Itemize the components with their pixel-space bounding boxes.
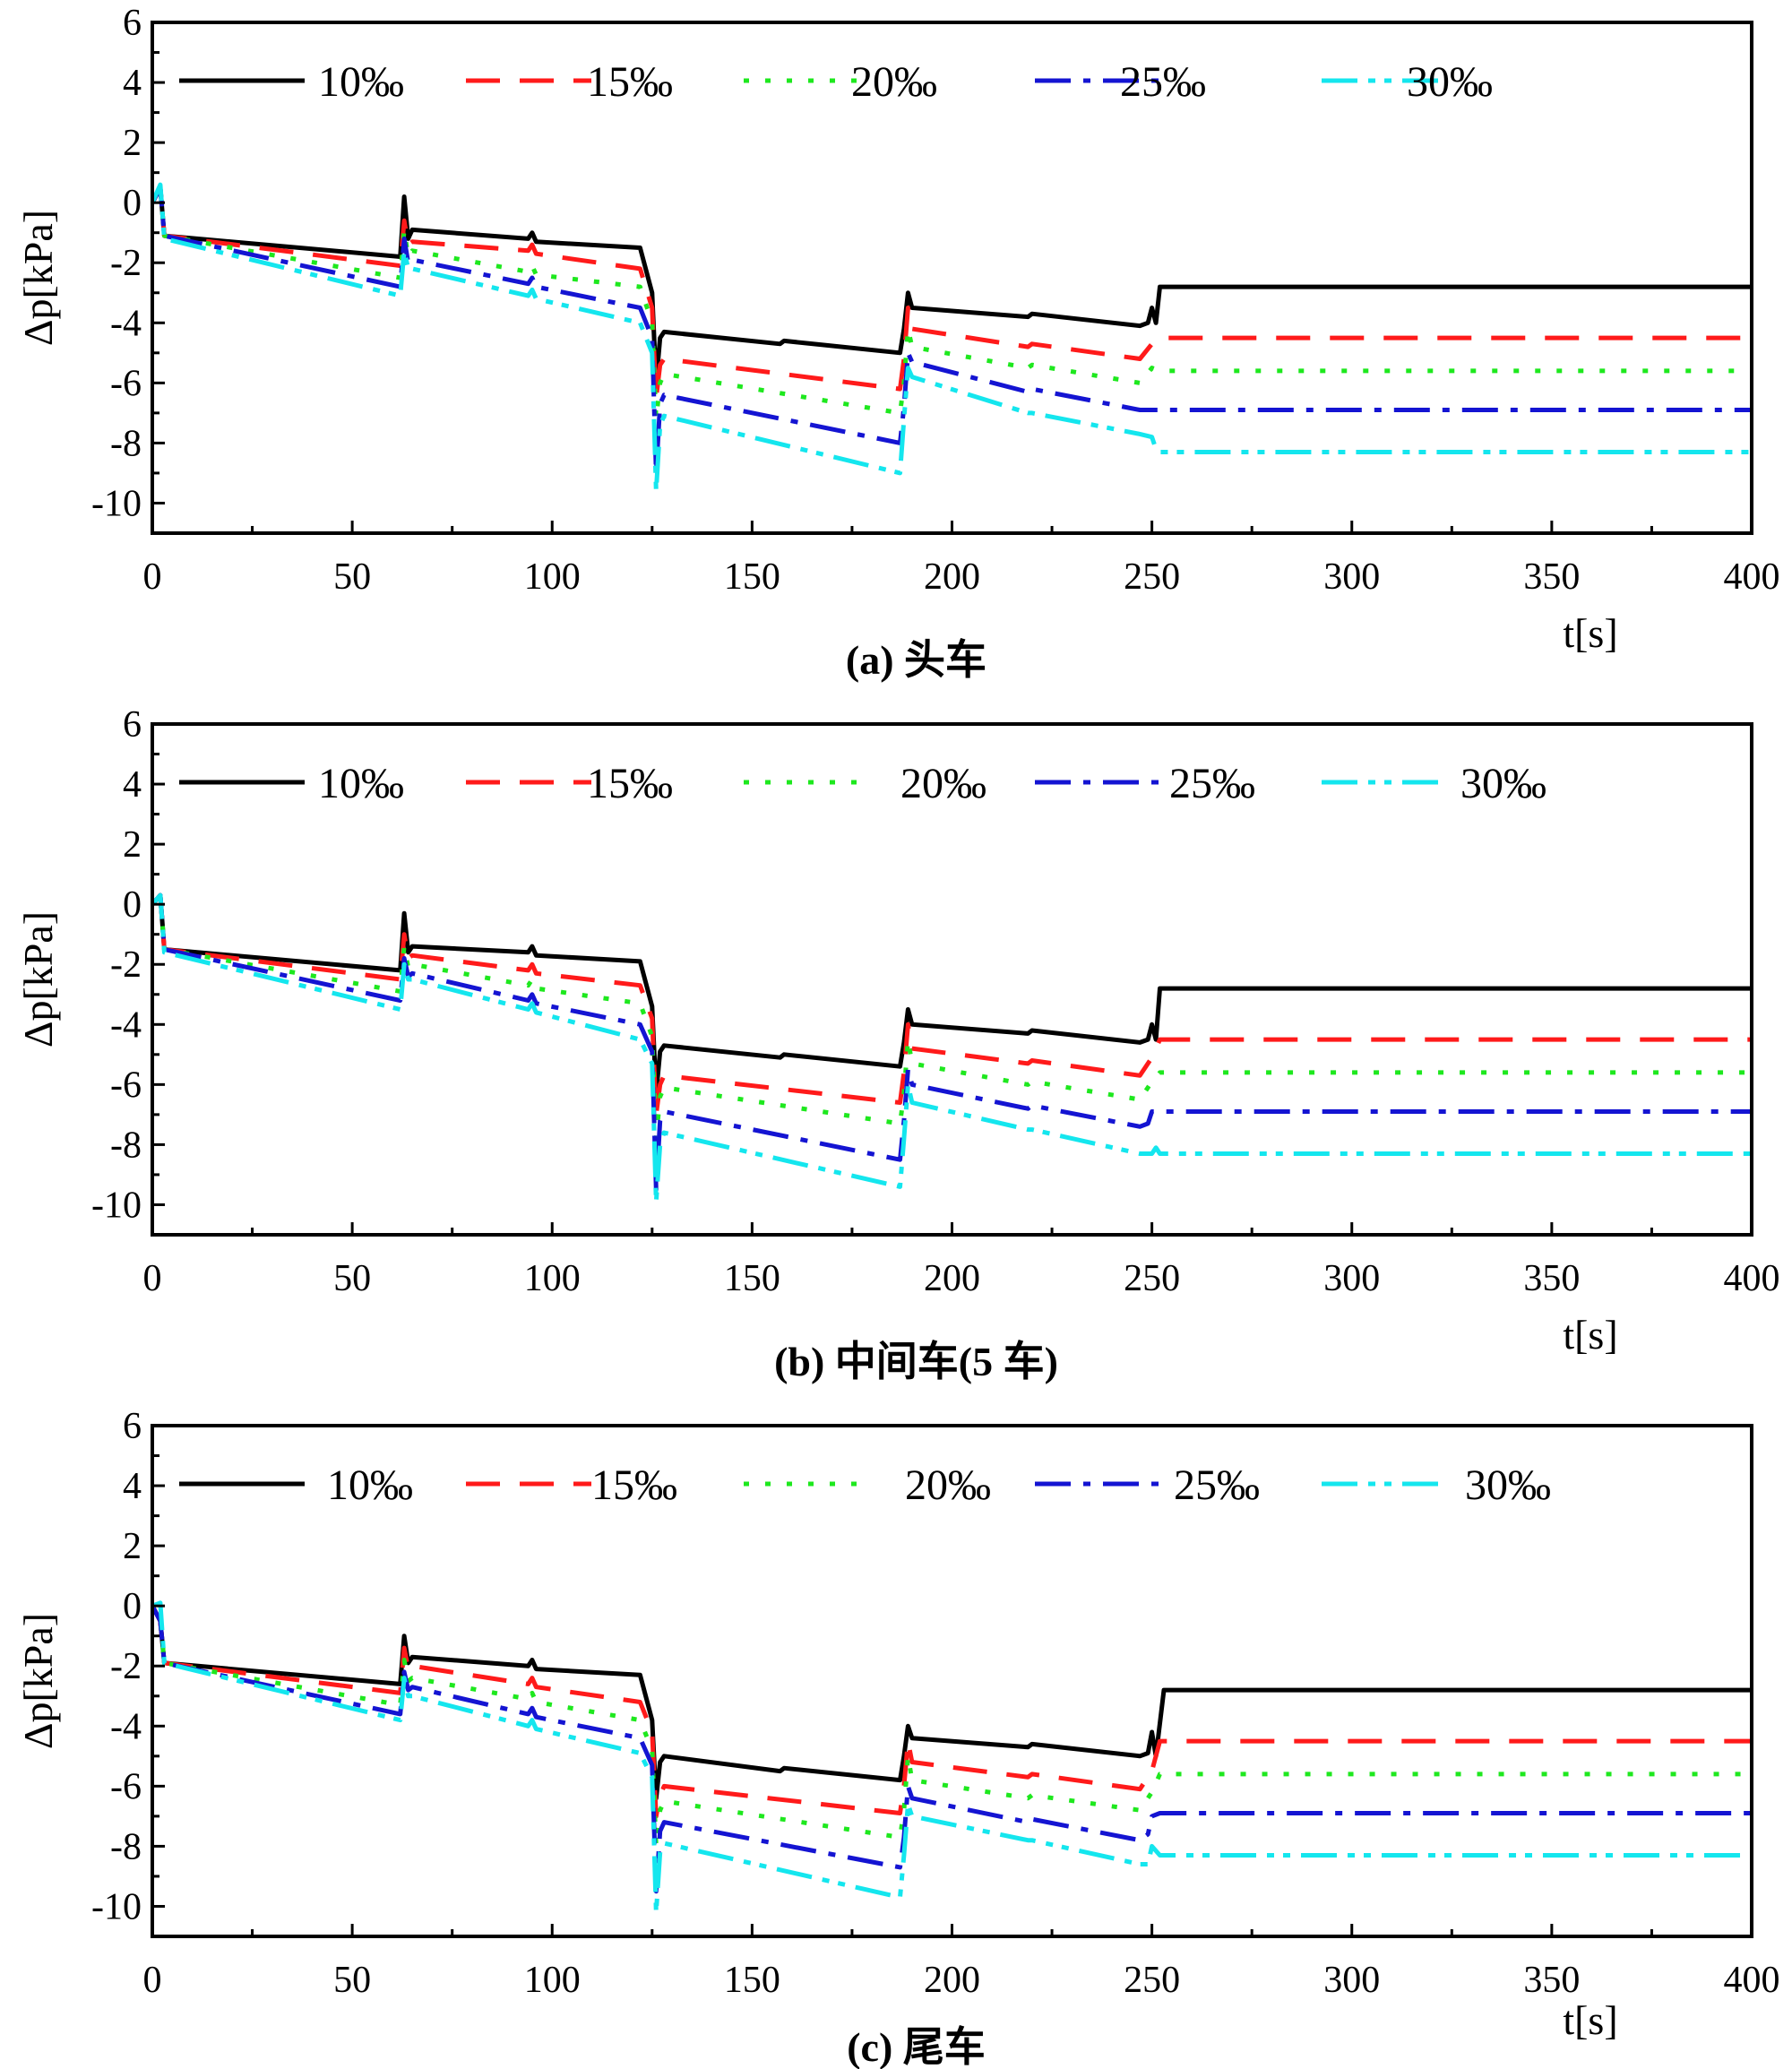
series-line-20permil [152,185,1752,422]
legend-label: 30‰ [1465,1461,1551,1509]
y-tick-label: 4 [123,764,142,806]
legend-label: 15‰ [587,760,673,807]
y-tick-label: -10 [91,1185,142,1226]
x-tick-label: 300 [1323,1258,1380,1299]
series-line-25permil [152,185,1752,476]
y-tick-label: -2 [110,944,142,986]
x-tick-label: 150 [724,556,780,598]
x-tick-label: 250 [1124,1258,1180,1299]
y-axis-label: Δp[kPa] [15,1613,61,1749]
x-axis-label: t[s] [1563,1997,1617,2043]
y-tick-label: 4 [123,1466,142,1507]
y-tick-label: 2 [123,824,142,866]
x-tick-label: 0 [143,1960,162,2001]
panel-b: 0 50 100 150 200 250 300 350 400 6 4 2 0 -2 -4 -6 -8 -10 Δ… [15,704,1780,1384]
legend-label: 30‰ [1460,760,1546,807]
series-line-10permil [152,1605,1752,1801]
y-tick-label: -10 [91,483,142,524]
series-line-30permil [152,892,1752,1204]
y-tick-label: 2 [123,123,142,164]
y-tick-label: -4 [110,303,142,344]
x-axis-label: t[s] [1563,610,1617,656]
series-line-25permil [152,892,1752,1193]
x-tick-label: 150 [724,1960,780,2001]
y-axis-label: Δp[kPa] [15,911,61,1047]
x-tick-label: 150 [724,1258,780,1299]
panel-caption: (a) 头车 [846,637,986,683]
y-tick-label: 2 [123,1526,142,1567]
x-tick-label: 250 [1124,1960,1180,2001]
legend-label: 25‰ [1120,58,1206,106]
series-line-10permil [152,892,1752,1096]
y-tick-label: -2 [110,243,142,284]
series-line-15permil [152,1605,1752,1819]
y-tick-label: -8 [110,423,142,464]
x-tick-label: 400 [1724,556,1780,598]
legend-label: 10‰ [318,58,404,106]
legend-label: 15‰ [591,1461,677,1509]
x-axis-label: t[s] [1563,1312,1617,1358]
legend-label: 30‰ [1407,58,1493,106]
series-line-30permil [152,182,1752,494]
x-tick-label: 100 [524,1960,581,2001]
x-tick-label: 350 [1523,1960,1580,2001]
y-tick-label: -10 [91,1886,142,1927]
legend-label: 20‰ [905,1461,991,1509]
legend-label: 15‰ [587,58,673,106]
x-tick-label: 50 [333,556,371,598]
y-tick-label: 6 [123,704,142,746]
y-tick-label: -6 [110,1766,142,1807]
legend-label: 10‰ [318,760,404,807]
x-tick-label: 50 [333,1960,371,2001]
x-tick-label: 200 [924,1258,980,1299]
x-tick-label: 250 [1124,556,1180,598]
y-tick-label: 6 [123,3,142,44]
series-line-15permil [152,892,1752,1117]
x-tick-label: 300 [1323,1960,1380,2001]
y-tick-label: 0 [123,1586,142,1627]
series-line-25permil [152,1605,1752,1894]
legend-label: 10‰ [327,1461,413,1509]
x-tick-label: 50 [333,1258,371,1299]
x-tick-label: 350 [1523,1258,1580,1299]
x-tick-label: 400 [1724,1258,1780,1299]
panel-caption: (c) 尾车 [847,2024,986,2069]
x-tick-label: 350 [1523,556,1580,598]
y-tick-label: 0 [123,183,142,224]
x-tick-label: 300 [1323,556,1380,598]
y-tick-label: -4 [110,1004,142,1046]
y-axis-label: Δp[kPa] [15,210,61,346]
panel-caption: (b) 中间车(5 车) [774,1339,1058,1384]
y-tick-label: -6 [110,363,142,404]
y-tick-label: -8 [110,1125,142,1166]
legend-label: 20‰ [851,58,937,106]
series-line-30permil [152,1600,1752,1915]
legend-label: 20‰ [900,760,986,807]
x-tick-label: 200 [924,1960,980,2001]
y-tick-label: -6 [110,1065,142,1106]
x-tick-label: 200 [924,556,980,598]
panel-c: 0 50 100 150 200 250 300 350 400 6 4 2 0 -2 -4 -6 -8 -10 Δ… [15,1406,1780,2069]
x-tick-label: 100 [524,556,581,598]
legend-label: 25‰ [1169,760,1255,807]
y-tick-label: -2 [110,1646,142,1687]
y-tick-label: 0 [123,884,142,926]
x-tick-label: 0 [143,556,162,598]
x-tick-label: 0 [143,1258,162,1299]
series-line-20permil [152,892,1752,1142]
panel-a: 0 50 100 150 200 250 300 350 400 6 4 2 0 -2 -4 -6 -8 -10 Δ… [15,3,1780,683]
series-line-15permil [152,185,1752,401]
y-tick-label: 4 [123,63,142,104]
series-line-20permil [152,1605,1752,1849]
y-tick-label: 6 [123,1406,142,1447]
x-tick-label: 100 [524,1258,581,1299]
legend-label: 25‰ [1174,1461,1260,1509]
y-tick-label: -8 [110,1826,142,1867]
y-tick-label: -4 [110,1706,142,1747]
x-tick-label: 400 [1724,1960,1780,2001]
